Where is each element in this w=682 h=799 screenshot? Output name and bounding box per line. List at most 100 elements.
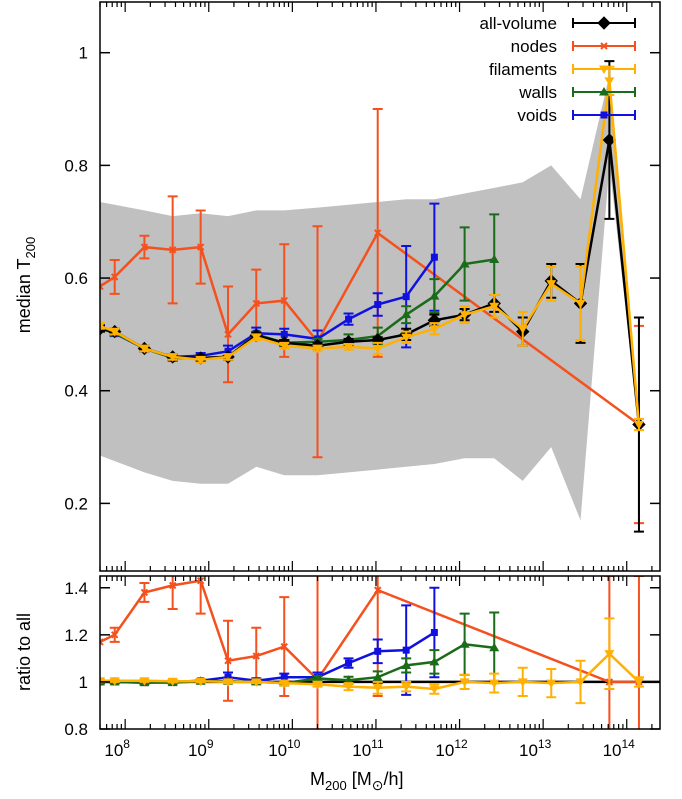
top-point-nodes (111, 273, 119, 281)
top-point-filaments (633, 421, 644, 430)
bottom-point-nodes (100, 638, 104, 646)
legend-marker (600, 111, 608, 119)
top-point-filaments (167, 353, 178, 362)
bottom-point-filaments (279, 679, 290, 689)
bottom-line-nodes (100, 579, 639, 684)
bottom-point-filaments (633, 678, 644, 687)
bottom-series-filaments (100, 617, 644, 705)
top-point-filaments (517, 325, 528, 334)
legend-entry-nodes: nodes (511, 37, 636, 56)
top-point-filaments (109, 328, 120, 337)
top-point-nodes (252, 299, 260, 308)
top-point-filaments (251, 333, 262, 343)
bottom-point-filaments (372, 684, 383, 693)
top-point-filaments (429, 325, 440, 334)
bottom-point-filaments (459, 678, 470, 687)
legend-label: filaments (489, 60, 557, 79)
xtick-label: 1011 (352, 737, 384, 760)
bottom-series-walls (100, 611, 500, 687)
bottom-line-filaments (100, 651, 640, 691)
bottom-ytick-label: 0.8 (64, 720, 88, 739)
bottom-point-filaments (401, 683, 412, 692)
top-point-filaments (604, 77, 615, 86)
top-point-nodes (140, 243, 149, 251)
bottom-point-voids (430, 628, 438, 636)
bottom-point-filaments (195, 677, 206, 687)
bottom-point-voids (280, 673, 288, 681)
legend-label: voids (517, 106, 557, 125)
bottom-point-filaments (604, 650, 615, 659)
bottom-panel-frame (99, 575, 661, 730)
top-point-voids (374, 301, 382, 309)
bottom-point-nodes (252, 652, 260, 660)
top-point-nodes (196, 243, 205, 251)
top-point-voids (345, 315, 353, 323)
legend-marker (600, 42, 608, 50)
top-point-filaments (223, 353, 234, 362)
top-point-nodes (168, 246, 177, 254)
bottom-point-walls (343, 675, 354, 684)
top-ytick-label: 0.2 (64, 494, 88, 513)
bottom-point-voids (402, 646, 410, 654)
bottom-point-filaments (429, 685, 440, 694)
top-point-walls (489, 254, 500, 263)
bottom-point-walls (429, 656, 440, 666)
top-point-filaments (312, 344, 323, 354)
bottom-point-nodes (280, 642, 288, 651)
spread-band (100, 75, 639, 521)
legend-label: walls (518, 83, 557, 102)
bottom-point-filaments (223, 678, 234, 687)
bottom-ytick-label: 1.2 (64, 626, 88, 645)
top-point-filaments (546, 280, 557, 289)
bottom-point-filaments (517, 678, 528, 687)
bottom-point-walls (312, 673, 323, 682)
top-point-filaments (575, 299, 586, 309)
legend-marker (599, 87, 609, 96)
bottom-point-walls (459, 639, 470, 648)
legend-entry-filaments: filaments (489, 60, 636, 79)
xtick-label: 1014 (603, 737, 636, 760)
bottom-point-filaments (312, 680, 323, 690)
top-point-filaments (459, 311, 470, 320)
legend-entry-all-volume: all-volume (480, 14, 636, 33)
top-line-filaments (100, 80, 641, 425)
top-point-filaments (372, 344, 383, 354)
bottom-point-nodes (140, 588, 149, 597)
top-point-filaments (195, 356, 206, 365)
bottom-point-nodes (168, 581, 177, 590)
top-point-nodes (100, 282, 104, 291)
bottom-point-filaments (575, 678, 586, 687)
top-point-nodes (224, 330, 232, 339)
legend-label: all-volume (480, 14, 557, 33)
top-point-walls (401, 309, 412, 319)
legend-marker (597, 16, 611, 30)
xtick-label: 1013 (519, 737, 552, 760)
top-ytick-label: 0.4 (64, 382, 88, 401)
bottom-point-walls (372, 672, 383, 681)
top-ytick-label: 1 (79, 44, 88, 63)
bottom-point-filaments (167, 677, 178, 687)
y-axis-label-bottom: ratio to all (14, 613, 34, 691)
top-point-filaments (100, 322, 105, 331)
bottom-point-filaments (251, 678, 262, 687)
xtick-label: 108 (104, 737, 130, 760)
top-point-filaments (343, 343, 354, 352)
bottom-point-filaments (489, 679, 500, 689)
bottom-point-nodes (111, 631, 119, 639)
bottom-ytick-label: 1 (79, 673, 88, 692)
top-point-voids (402, 293, 410, 301)
bottom-point-filaments (139, 677, 150, 686)
top-point-filaments (279, 342, 290, 351)
top-point-filaments (401, 333, 412, 343)
top-panel-frame (99, 1, 661, 572)
top-point-nodes (374, 229, 382, 237)
legend-entry-voids: voids (517, 106, 636, 125)
bottom-point-filaments (343, 683, 354, 692)
top-point-nodes (280, 296, 288, 305)
bottom-point-voids (374, 647, 382, 655)
x-axis-label: M200 [M⊙/h] (310, 769, 403, 793)
xtick-label: 109 (188, 737, 214, 760)
top-point-walls (459, 258, 470, 268)
bottom-point-walls (489, 642, 500, 652)
